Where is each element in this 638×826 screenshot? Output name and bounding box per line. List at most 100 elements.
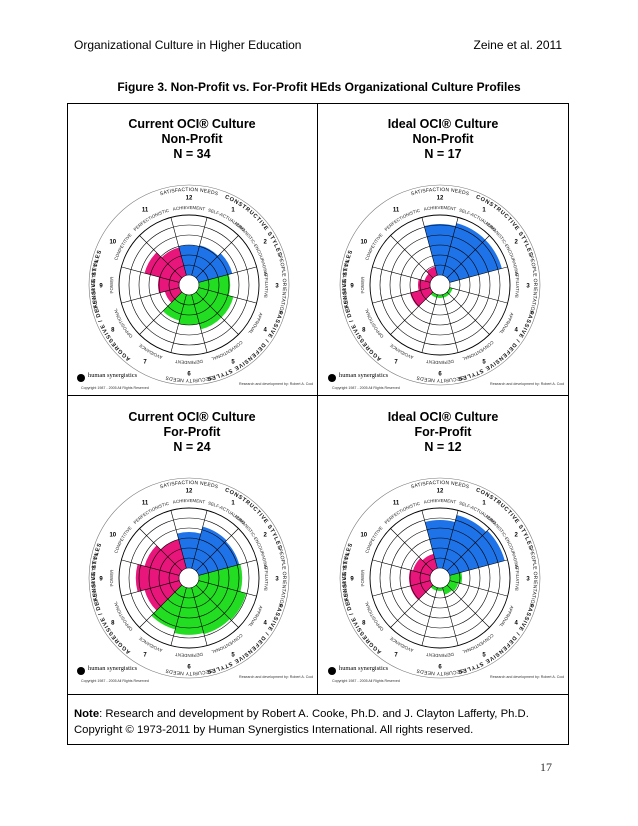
style-label: AFFILIATIVE bbox=[263, 272, 269, 299]
profile-wedge-aggressive bbox=[144, 545, 182, 576]
style-label-text: POWER bbox=[360, 569, 365, 586]
radial-line bbox=[191, 510, 208, 569]
figure-title: Figure 3. Non-Profit vs. For-Profit HEds… bbox=[117, 80, 521, 94]
scale-ring bbox=[118, 507, 260, 649]
band-label-text: PEOPLE ORIENTATION bbox=[528, 548, 538, 608]
style-label: AFFILIATIVE bbox=[514, 565, 520, 592]
style-label-text: AFFILIATIVE bbox=[514, 565, 520, 592]
scale-ring bbox=[148, 537, 230, 619]
band-label-bottom: SECURITY NEEDS bbox=[164, 667, 213, 676]
human-synergistics-logo: human synergistics bbox=[328, 372, 389, 382]
radial-line bbox=[442, 217, 459, 276]
band-label-text: TASK ORIENTATION bbox=[342, 552, 351, 604]
profile-wedge-constructive bbox=[424, 520, 456, 569]
panel-title: Ideal OCI® Culture For-Profit N = 12 bbox=[318, 410, 568, 455]
style-number: 4 bbox=[264, 328, 268, 334]
scale-ring bbox=[429, 567, 451, 589]
outer-ring bbox=[339, 184, 541, 386]
radial-line bbox=[421, 217, 438, 276]
style-label-text: POWER bbox=[109, 569, 114, 586]
style-label: ACHIEVEMENT bbox=[423, 498, 456, 505]
profile-wedge-constructive bbox=[442, 515, 487, 571]
panel-title-line: N = 34 bbox=[173, 147, 211, 161]
radial-line bbox=[449, 580, 508, 597]
radial-line bbox=[390, 291, 434, 335]
style-label: POWER bbox=[109, 276, 114, 293]
radial-line bbox=[449, 287, 508, 304]
profile-wedge-constructive bbox=[424, 224, 456, 276]
style-label: DEPENDENT bbox=[426, 359, 455, 365]
panel-ideal-nonprofit: Ideal OCI® Culture Non-Profit N = 17 SEL… bbox=[318, 103, 568, 395]
band-label-bottom: SECURITY NEEDS bbox=[415, 667, 464, 676]
profile-wedge-passive bbox=[436, 587, 444, 591]
profile-wedge-aggressive bbox=[418, 279, 431, 291]
style-number: 5 bbox=[482, 360, 486, 366]
panel-title-line: Ideal OCI® Culture bbox=[387, 117, 499, 131]
style-label: ACHIEVEMENT bbox=[172, 205, 205, 212]
style-number: 7 bbox=[394, 360, 398, 366]
human-synergistics-logo: human synergistics bbox=[77, 372, 138, 382]
profile-wedge-passive bbox=[430, 585, 438, 591]
style-number: 10 bbox=[360, 240, 367, 246]
style-label-text: DEPENDENT bbox=[175, 359, 204, 365]
radial-line bbox=[121, 559, 180, 576]
band-label-left: TASK ORIENTATION bbox=[342, 552, 351, 604]
scale-ring bbox=[379, 224, 501, 346]
band-label-text: SATISFACTION NEEDS bbox=[159, 187, 219, 198]
circumplex-chart: SELF-ACTUALIZINGHUMANISTIC-ENCOURAGINGAF… bbox=[77, 184, 313, 390]
running-header-authors: Zeine et al. 2011 bbox=[473, 38, 562, 52]
style-number: 7 bbox=[143, 653, 147, 659]
scale-ring bbox=[399, 537, 481, 619]
style-number: 1 bbox=[231, 500, 235, 506]
style-number: 4 bbox=[515, 328, 519, 334]
style-label-text: POWER bbox=[109, 276, 114, 293]
style-label-text: POWER bbox=[360, 276, 365, 293]
panel-title-line: Non-Profit bbox=[161, 132, 223, 146]
scale-ring bbox=[409, 547, 471, 609]
style-number: 12 bbox=[437, 489, 444, 495]
profile-wedge-passive bbox=[430, 292, 438, 298]
band-label-text: SATISFACTION NEEDS bbox=[410, 480, 470, 491]
human-synergistics-logo: human synergistics bbox=[77, 665, 138, 675]
band-label-text: SECURITY NEEDS bbox=[164, 374, 212, 383]
band-label-text: SECURITY NEEDS bbox=[415, 667, 463, 676]
copyright-text: Copyright 1987 - 2005 All Rights Reserve… bbox=[332, 679, 400, 683]
radial-line bbox=[121, 266, 180, 283]
style-label-text: DEPENDENT bbox=[175, 652, 204, 658]
style-number: 1 bbox=[482, 500, 486, 506]
radial-line bbox=[139, 584, 183, 628]
band-label-text: PEOPLE ORIENTATION bbox=[277, 255, 287, 315]
panel-title-line: N = 12 bbox=[424, 440, 462, 454]
radial-line bbox=[442, 587, 459, 646]
scale-ring bbox=[178, 274, 200, 296]
radial-line bbox=[195, 291, 239, 335]
credit-text: Research and development by: Robert A. C… bbox=[490, 382, 564, 386]
radial-line bbox=[390, 235, 434, 279]
style-number: 10 bbox=[109, 240, 116, 246]
profile-wedge-aggressive bbox=[135, 564, 180, 592]
band-label-bottom: SECURITY NEEDS bbox=[164, 374, 213, 383]
scale-ring bbox=[369, 214, 511, 356]
radial-line bbox=[170, 294, 187, 353]
logo-mark-icon bbox=[77, 667, 85, 675]
style-number: 11 bbox=[142, 207, 149, 213]
style-label: AFFILIATIVE bbox=[514, 272, 520, 299]
profile-wedge-passive bbox=[447, 287, 453, 295]
profile-wedge-passive bbox=[196, 580, 247, 620]
credit-text: Research and development by: Robert A. C… bbox=[239, 675, 313, 679]
figure-frame bbox=[67, 103, 569, 745]
logo-mark-icon bbox=[77, 374, 85, 382]
radial-line bbox=[390, 584, 434, 628]
radial-line bbox=[372, 559, 431, 576]
panel-title-line: For-Profit bbox=[414, 425, 472, 439]
radial-line bbox=[170, 587, 187, 646]
scale-ring bbox=[128, 224, 250, 346]
style-number: 4 bbox=[264, 621, 268, 627]
panel-title-line: Current OCI® Culture bbox=[128, 117, 256, 131]
radial-line bbox=[372, 287, 431, 304]
band-label-text: SATISFACTION NEEDS bbox=[159, 480, 219, 491]
style-label-text: ACHIEVEMENT bbox=[423, 205, 456, 212]
style-label: POWER bbox=[360, 569, 365, 586]
style-label-text: DEPENDENT bbox=[426, 359, 455, 365]
style-number: 9 bbox=[350, 577, 354, 583]
